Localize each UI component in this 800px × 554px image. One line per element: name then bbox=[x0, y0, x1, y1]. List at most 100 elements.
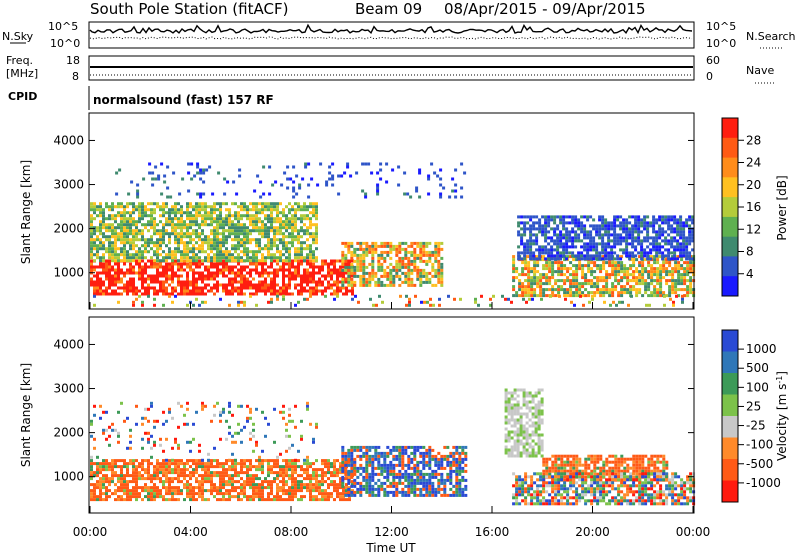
data-cell bbox=[129, 253, 132, 257]
data-cell bbox=[204, 250, 207, 254]
data-cell bbox=[240, 232, 243, 236]
data-cell bbox=[198, 303, 201, 307]
data-cell bbox=[392, 481, 396, 485]
data-cell bbox=[282, 268, 285, 272]
data-cell bbox=[129, 217, 132, 221]
data-cell bbox=[223, 192, 227, 196]
data-cell bbox=[201, 289, 204, 293]
data-cell bbox=[282, 465, 285, 469]
data-cell bbox=[186, 223, 189, 227]
data-cell bbox=[294, 471, 297, 475]
data-cell bbox=[362, 469, 366, 473]
data-cell bbox=[333, 289, 336, 293]
data-cell bbox=[210, 250, 213, 254]
data-cell bbox=[339, 274, 342, 278]
data-cell bbox=[598, 236, 602, 240]
data-cell bbox=[386, 277, 390, 281]
data-cell bbox=[336, 489, 339, 493]
data-cell bbox=[234, 274, 237, 278]
data-cell bbox=[422, 247, 426, 251]
data-cell bbox=[105, 474, 108, 478]
data-cell bbox=[93, 229, 96, 233]
data-cell bbox=[529, 245, 533, 249]
data-cell bbox=[186, 292, 189, 296]
data-cell bbox=[556, 254, 560, 258]
data-cell bbox=[264, 259, 267, 263]
data-cell bbox=[529, 218, 533, 222]
data-cell bbox=[288, 202, 291, 206]
data-cell bbox=[138, 208, 141, 212]
data-cell bbox=[377, 457, 381, 461]
data-cell bbox=[539, 291, 543, 295]
data-cell bbox=[258, 232, 261, 236]
data-cell bbox=[309, 462, 312, 466]
data-cell bbox=[346, 162, 350, 166]
data-cell bbox=[312, 256, 315, 260]
data-cell bbox=[312, 271, 315, 275]
data-cell bbox=[273, 283, 276, 287]
data-cell bbox=[213, 489, 216, 493]
data-cell bbox=[530, 279, 534, 283]
data-cell bbox=[129, 262, 132, 266]
data-cell bbox=[353, 274, 357, 278]
data-cell bbox=[138, 462, 141, 466]
data-cell bbox=[439, 168, 443, 172]
data-cell bbox=[523, 215, 527, 219]
data-cell bbox=[174, 489, 177, 493]
data-cell bbox=[270, 214, 273, 218]
data-cell bbox=[168, 241, 171, 245]
data-cell bbox=[138, 268, 141, 272]
data-cell bbox=[380, 283, 384, 287]
data-cell bbox=[165, 220, 168, 224]
data-cell bbox=[90, 202, 93, 206]
data-cell bbox=[413, 250, 417, 254]
data-cell bbox=[129, 480, 132, 484]
data-cell bbox=[267, 300, 270, 304]
data-cell bbox=[267, 471, 270, 475]
data-cell bbox=[303, 208, 306, 212]
data-cell bbox=[99, 241, 102, 245]
data-cell bbox=[362, 454, 366, 458]
data-cell bbox=[225, 292, 228, 296]
data-cell bbox=[413, 241, 417, 245]
data-cell bbox=[183, 247, 186, 251]
data-cell bbox=[425, 259, 429, 263]
data-cell bbox=[288, 262, 291, 266]
data-cell bbox=[189, 223, 192, 227]
data-cell bbox=[437, 271, 441, 275]
data-cell bbox=[398, 478, 402, 482]
data-cell bbox=[204, 211, 207, 215]
data-cell bbox=[231, 459, 234, 463]
noise-tick-left-top: 10^5 bbox=[48, 20, 78, 33]
data-cell bbox=[577, 221, 581, 225]
data-cell bbox=[371, 274, 375, 278]
data-cell bbox=[258, 238, 261, 242]
data-cell bbox=[324, 289, 327, 293]
data-cell bbox=[341, 460, 345, 464]
data-cell bbox=[213, 483, 216, 487]
data-cell bbox=[583, 230, 587, 234]
data-cell bbox=[105, 459, 108, 463]
colorbar-segment bbox=[722, 177, 738, 198]
data-cell bbox=[596, 291, 600, 295]
data-cell bbox=[404, 256, 408, 260]
data-cell bbox=[135, 262, 138, 266]
data-cell bbox=[288, 280, 291, 284]
data-cell bbox=[291, 229, 294, 233]
data-cell bbox=[562, 254, 566, 258]
data-cell bbox=[172, 171, 176, 175]
data-cell bbox=[385, 162, 389, 166]
data-cell bbox=[141, 214, 144, 218]
data-cell bbox=[198, 202, 201, 206]
data-cell bbox=[532, 215, 536, 219]
data-cell bbox=[640, 257, 644, 261]
data-cell bbox=[90, 277, 93, 281]
data-cell bbox=[222, 241, 225, 245]
data-cell bbox=[341, 475, 345, 479]
data-cell bbox=[222, 262, 225, 266]
data-cell bbox=[196, 162, 200, 166]
data-cell bbox=[368, 454, 372, 458]
data-cell bbox=[583, 248, 587, 252]
data-cell bbox=[303, 495, 306, 499]
